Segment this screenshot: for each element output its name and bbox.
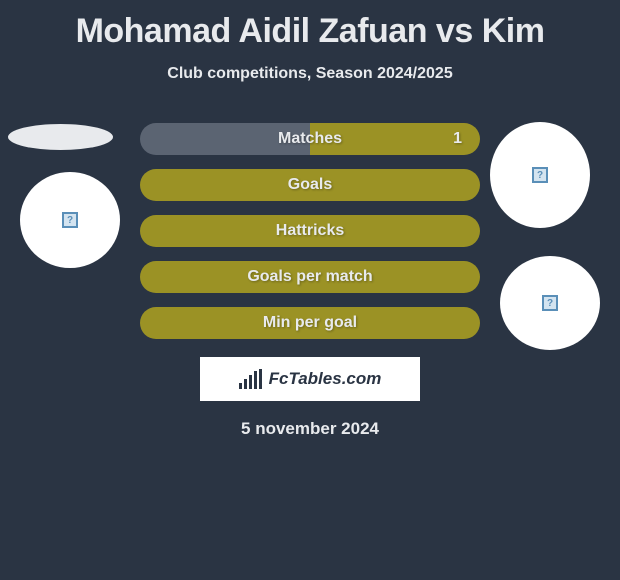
stat-value-right: 1 <box>453 130 462 148</box>
stat-label: Goals <box>288 176 332 194</box>
player-bubble-right-top: ? <box>490 122 590 228</box>
player-bubble-right-bottom: ? <box>500 256 600 350</box>
stat-bar-matches: Matches 1 <box>140 123 480 155</box>
stat-label: Matches <box>278 130 342 148</box>
page-title: Mohamad Aidil Zafuan vs Kim <box>0 0 620 51</box>
stat-bar-goals: Goals <box>140 169 480 201</box>
stat-label: Min per goal <box>263 314 357 332</box>
chart-icon <box>239 369 263 389</box>
date-label: 5 november 2024 <box>0 419 620 439</box>
fctables-logo[interactable]: FcTables.com <box>200 357 420 401</box>
logo-text: FcTables.com <box>269 369 382 389</box>
player-bubble-left: ? <box>20 172 120 268</box>
stat-label: Goals per match <box>247 268 372 286</box>
stat-bar-goals-per-match: Goals per match <box>140 261 480 293</box>
stat-label: Hattricks <box>276 222 344 240</box>
question-icon: ? <box>542 295 558 311</box>
question-icon: ? <box>62 212 78 228</box>
page-subtitle: Club competitions, Season 2024/2025 <box>0 65 620 83</box>
stat-bar-hattricks: Hattricks <box>140 215 480 247</box>
decorative-ellipse <box>8 124 113 150</box>
question-icon: ? <box>532 167 548 183</box>
stat-bar-min-per-goal: Min per goal <box>140 307 480 339</box>
